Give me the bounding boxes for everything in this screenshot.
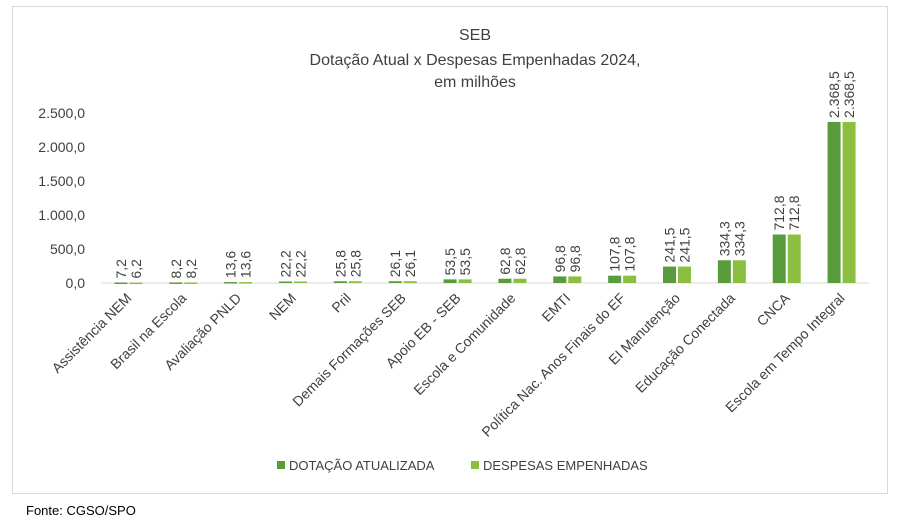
chart-title: SEB Dotação Atual x Despesas Empenhadas … <box>310 27 641 91</box>
y-tick-label: 2.000,0 <box>38 139 85 155</box>
bar-dotacao <box>169 282 183 284</box>
bar-dotacao <box>114 282 128 285</box>
bar-value-label: 62,8 <box>497 247 513 274</box>
bar-dotacao <box>553 276 567 283</box>
bar-chart: SEB Dotação Atual x Despesas Empenhadas … <box>38 27 869 473</box>
bar-value-label: 2.368,5 <box>841 71 857 118</box>
bar-value-label: 25,8 <box>347 250 363 277</box>
bar-despesas <box>842 121 856 283</box>
bar-value-label: 8,2 <box>183 259 199 279</box>
bar-dotacao <box>333 281 347 283</box>
bar-despesas <box>513 278 527 283</box>
bar-dotacao <box>443 279 457 283</box>
chart-title-line-2: Dotação Atual x Despesas Empenhadas 2024… <box>310 52 641 69</box>
bar-despesas <box>403 281 417 283</box>
bar-dotacao <box>224 282 238 284</box>
bar-despesas <box>239 282 253 284</box>
bar-value-label: 7,2 <box>113 259 129 279</box>
source-note: Fonte: CGSO/SPO <box>26 503 136 518</box>
bar-despesas <box>184 282 198 284</box>
bar-value-label: 107,8 <box>622 236 638 271</box>
y-tick-label: 0,0 <box>66 275 86 291</box>
bar-despesas <box>294 281 307 283</box>
legend-label: DOTAÇÃO ATUALIZADA <box>289 458 435 473</box>
bar-value-label: 25,8 <box>332 250 348 277</box>
bar-despesas <box>678 266 691 283</box>
bar-value-label: 62,8 <box>512 247 528 274</box>
value-labels: 7,2 6,2 8,2 8,2 13,6 13,6 22,2 22,2 25,8 25,8 26,1… <box>113 71 857 279</box>
bar-despesas <box>458 279 472 283</box>
bar-value-label: 6,2 <box>128 259 144 279</box>
bar-value-label: 26,1 <box>387 250 403 277</box>
bar-value-label: 26,1 <box>402 250 418 277</box>
x-tick-label: Educação Conectada <box>632 290 738 396</box>
x-tick-label: Escola e Comunidade <box>410 290 518 398</box>
chart-frame: SEB Dotação Atual x Despesas Empenhadas … <box>12 6 888 494</box>
bar-despesas <box>732 260 746 283</box>
y-tick-label: 500,0 <box>50 241 85 257</box>
bar-value-label: 8,2 <box>168 259 184 279</box>
legend-swatch <box>471 461 479 469</box>
bars <box>114 121 856 285</box>
bar-value-label: 334,3 <box>731 221 747 256</box>
bar-value-label: 712,8 <box>786 195 802 230</box>
bar-despesas <box>129 282 143 285</box>
bar-value-label: 334,3 <box>716 221 732 256</box>
bar-despesas <box>787 234 801 283</box>
bar-value-label: 53,5 <box>442 248 458 275</box>
bar-value-label: 241,5 <box>662 227 678 262</box>
y-tick-label: 1.000,0 <box>38 207 85 223</box>
bar-value-label: 22,2 <box>293 250 309 277</box>
bar-value-label: 96,8 <box>567 245 583 272</box>
bar-value-label: 13,6 <box>238 251 254 278</box>
bar-despesas <box>623 275 637 283</box>
bar-dotacao <box>717 260 731 283</box>
chart-title-line-3: em milhões <box>434 74 516 91</box>
bar-dotacao <box>388 281 402 283</box>
bar-dotacao <box>498 278 512 283</box>
x-tick-label: NEM <box>266 290 299 323</box>
x-tick-label: CNCA <box>753 289 793 329</box>
bar-value-label: 96,8 <box>552 245 568 272</box>
bar-dotacao <box>279 281 292 283</box>
y-tick-label: 1.500,0 <box>38 173 85 189</box>
bar-dotacao <box>608 275 622 283</box>
bar-value-label: 2.368,5 <box>826 71 842 118</box>
x-tick-label: EMTI <box>538 290 573 325</box>
x-tick-label: Pril <box>328 290 354 316</box>
bar-dotacao <box>772 234 786 283</box>
bar-dotacao <box>827 121 841 283</box>
bar-despesas <box>348 281 362 283</box>
bar-value-label: 53,5 <box>457 248 473 275</box>
bar-value-label: 241,5 <box>677 227 693 262</box>
x-tick-label: Demais Formações SEB <box>289 290 409 410</box>
y-tick-label: 2.500,0 <box>38 105 85 121</box>
legend-swatch <box>277 461 285 469</box>
bar-value-label: 712,8 <box>771 195 787 230</box>
bar-dotacao <box>663 266 676 283</box>
legend-label: DESPESAS EMPENHADAS <box>483 458 648 473</box>
bar-value-label: 22,2 <box>278 250 294 277</box>
legend: DOTAÇÃO ATUALIZADA DESPESAS EMPENHADAS <box>277 458 648 473</box>
bar-value-label: 13,6 <box>223 251 239 278</box>
chart-title-line-1: SEB <box>459 27 491 44</box>
bar-despesas <box>568 276 582 283</box>
bar-value-label: 107,8 <box>607 236 623 271</box>
